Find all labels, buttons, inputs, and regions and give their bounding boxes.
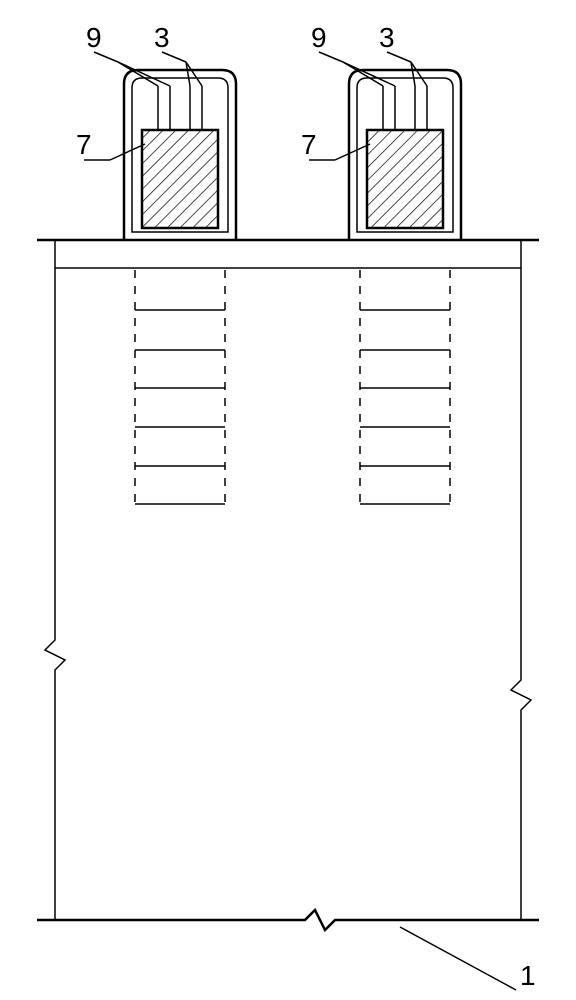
- leader-line: [110, 144, 145, 160]
- callout-label: 3: [154, 22, 170, 53]
- callout-label: 1: [520, 960, 536, 991]
- unit-hatch-block: [142, 130, 218, 228]
- leader-line: [94, 52, 118, 62]
- box-left-line: [45, 240, 65, 920]
- leader-line: [335, 144, 370, 160]
- unit-hatch-block: [367, 130, 443, 228]
- diagram-canvas: 1 9 3 7 9 3 7: [0, 0, 576, 1000]
- box-bottom-line: [37, 910, 539, 930]
- leader-line: [400, 927, 516, 990]
- leader-line: [387, 52, 411, 62]
- leader-line: [319, 52, 343, 62]
- callout-label: 9: [311, 22, 327, 53]
- leader-line: [162, 52, 186, 62]
- callout-label: 9: [86, 22, 102, 53]
- callout-label: 7: [76, 129, 92, 160]
- box-right-line: [511, 240, 531, 920]
- callout-label: 3: [379, 22, 395, 53]
- callout-label: 7: [301, 129, 317, 160]
